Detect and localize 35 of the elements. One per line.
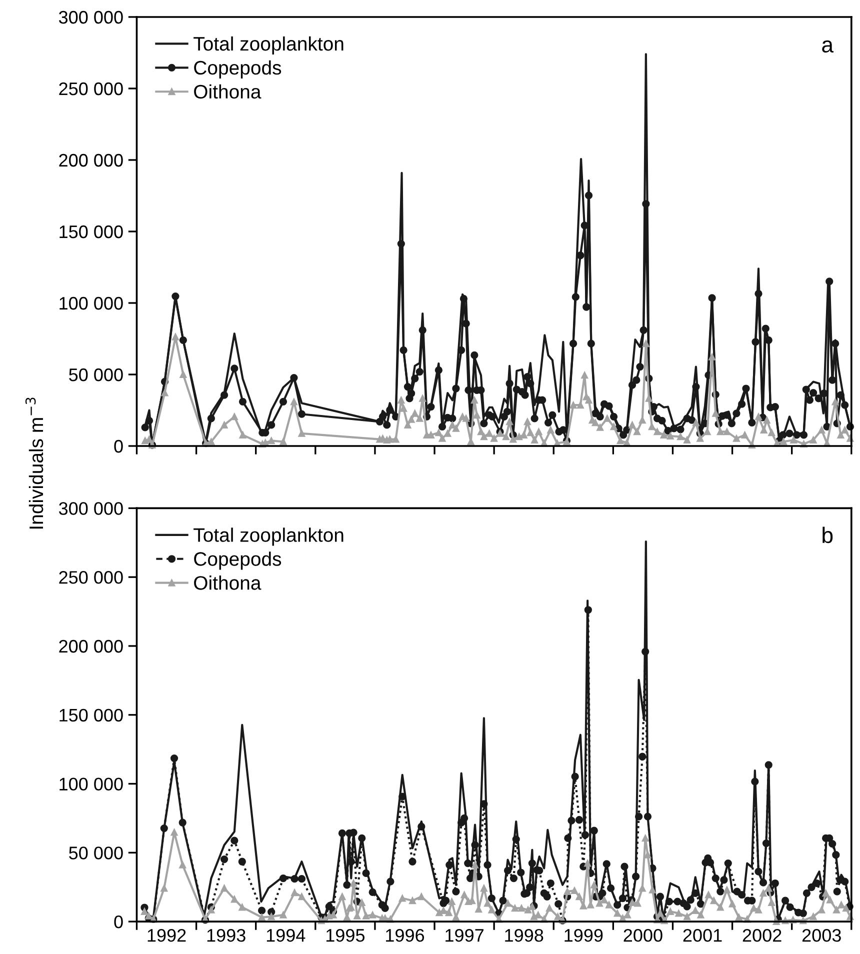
x-tick-label: 1999 xyxy=(564,928,603,942)
y-tick-label: 300 000 xyxy=(58,502,123,515)
x-tick-label: 1997 xyxy=(446,928,484,942)
legend-label: Oithona xyxy=(194,576,262,590)
x-tick-label: 1996 xyxy=(386,928,424,942)
y-tick-label: 250 000 xyxy=(59,82,123,96)
y-tick-label: 150 000 xyxy=(60,225,123,238)
x-tick-label: 1994 xyxy=(266,928,306,942)
legend-label: Total zooplankton xyxy=(194,36,344,55)
annotation: b xyxy=(822,526,833,544)
legend-label: Copepods xyxy=(194,60,282,79)
y-tick-label: 100 000 xyxy=(60,296,123,310)
x-tick-label: 2003 xyxy=(802,928,841,942)
y-tick-label: 50 000 xyxy=(69,846,123,860)
legend-label: Copepods xyxy=(194,552,282,570)
y-axis-title: Individuals m$^{−3}$ xyxy=(25,398,44,529)
y-tick-label: 250 000 xyxy=(59,571,123,584)
y-tick-label: 0 xyxy=(114,916,123,928)
legend-label: Oithona xyxy=(194,84,262,99)
y-tick-label: 150 000 xyxy=(60,708,123,722)
x-tick-label: 1993 xyxy=(207,928,246,942)
y-tick-label: 0 xyxy=(114,440,123,453)
y-tick-label: 200 000 xyxy=(59,154,123,167)
x-tick-label: 1992 xyxy=(148,928,186,942)
legend-label: Total zooplankton xyxy=(194,528,344,546)
y-tick-label: 200 000 xyxy=(59,640,123,653)
x-tick-label: 2002 xyxy=(742,928,782,942)
y-tick-label: 50 000 xyxy=(69,368,123,382)
y-tick-label: 300 000 xyxy=(58,10,123,24)
x-tick-label: 1995 xyxy=(326,928,365,942)
x-tick-label: 2001 xyxy=(683,928,722,942)
y-tick-label: 100 000 xyxy=(60,778,123,790)
annotation: a xyxy=(822,40,834,53)
x-tick-label: 1998 xyxy=(505,928,544,942)
x-tick-label: 2000 xyxy=(624,928,662,942)
